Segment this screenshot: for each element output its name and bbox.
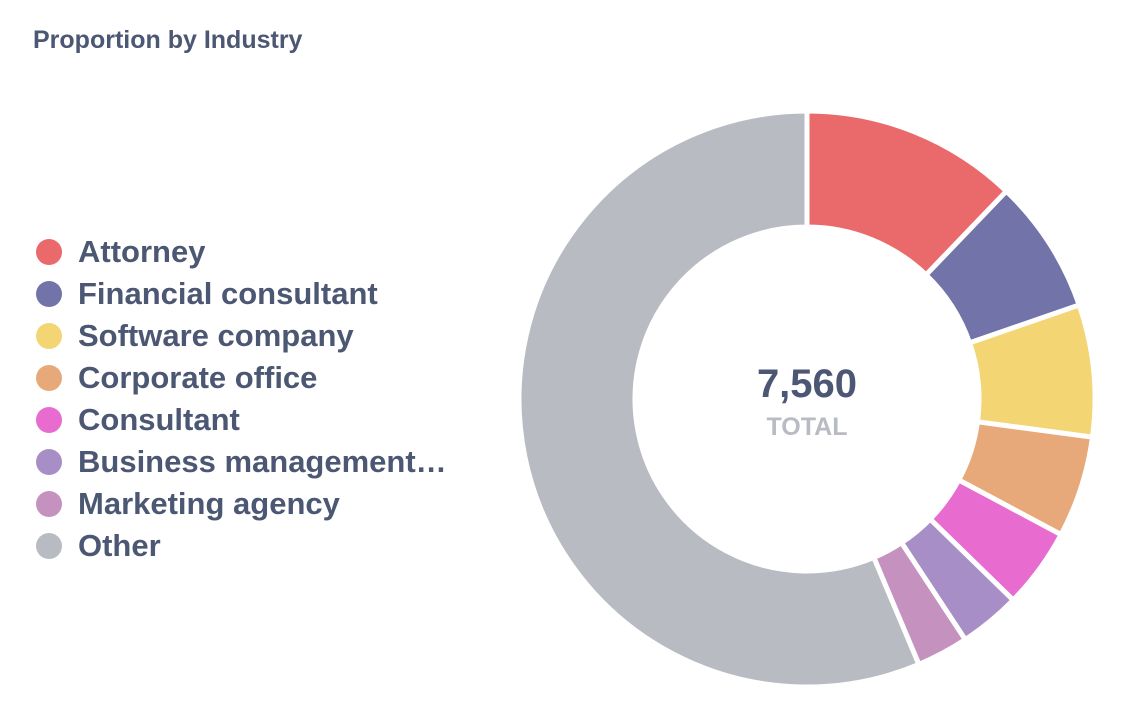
- chart-title: Proportion by Industry: [33, 26, 303, 54]
- legend-label: Consultant: [78, 402, 240, 437]
- legend-dot: [36, 281, 62, 307]
- legend-dot: [36, 365, 62, 391]
- donut-slices: [516, 108, 1098, 690]
- center-total-label: TOTAL: [766, 413, 847, 441]
- legend-label: Software company: [78, 318, 354, 353]
- legend-item-marketing-agency[interactable]: Marketing agency: [36, 483, 456, 525]
- legend-item-corporate-office[interactable]: Corporate office: [36, 357, 456, 399]
- legend-label: Corporate office: [78, 360, 318, 395]
- legend-item-business-management[interactable]: Business management …: [36, 441, 456, 483]
- legend-label: Financial consultant: [78, 276, 378, 311]
- legend-dot: [36, 323, 62, 349]
- legend-dot: [36, 407, 62, 433]
- legend-item-other[interactable]: Other: [36, 525, 456, 567]
- legend-dot: [36, 239, 62, 265]
- legend-dot: [36, 491, 62, 517]
- center-total-value: 7,560: [757, 362, 857, 406]
- legend-item-financial-consultant[interactable]: Financial consultant: [36, 273, 456, 315]
- legend-item-attorney[interactable]: Attorney: [36, 231, 456, 273]
- legend-label: Other: [78, 528, 161, 563]
- legend-dot: [36, 533, 62, 559]
- legend-label: Marketing agency: [78, 486, 340, 521]
- donut-chart: 7,560 TOTAL: [505, 97, 1110, 702]
- legend-item-software-company[interactable]: Software company: [36, 315, 456, 357]
- legend-item-consultant[interactable]: Consultant: [36, 399, 456, 441]
- legend-label: Attorney: [78, 234, 206, 269]
- legend-label: Business management …: [78, 444, 450, 479]
- legend: Attorney Financial consultant Software c…: [36, 231, 456, 567]
- slice-other[interactable]: [516, 108, 923, 690]
- donut-svg: 7,560 TOTAL: [516, 108, 1098, 690]
- legend-dot: [36, 449, 62, 475]
